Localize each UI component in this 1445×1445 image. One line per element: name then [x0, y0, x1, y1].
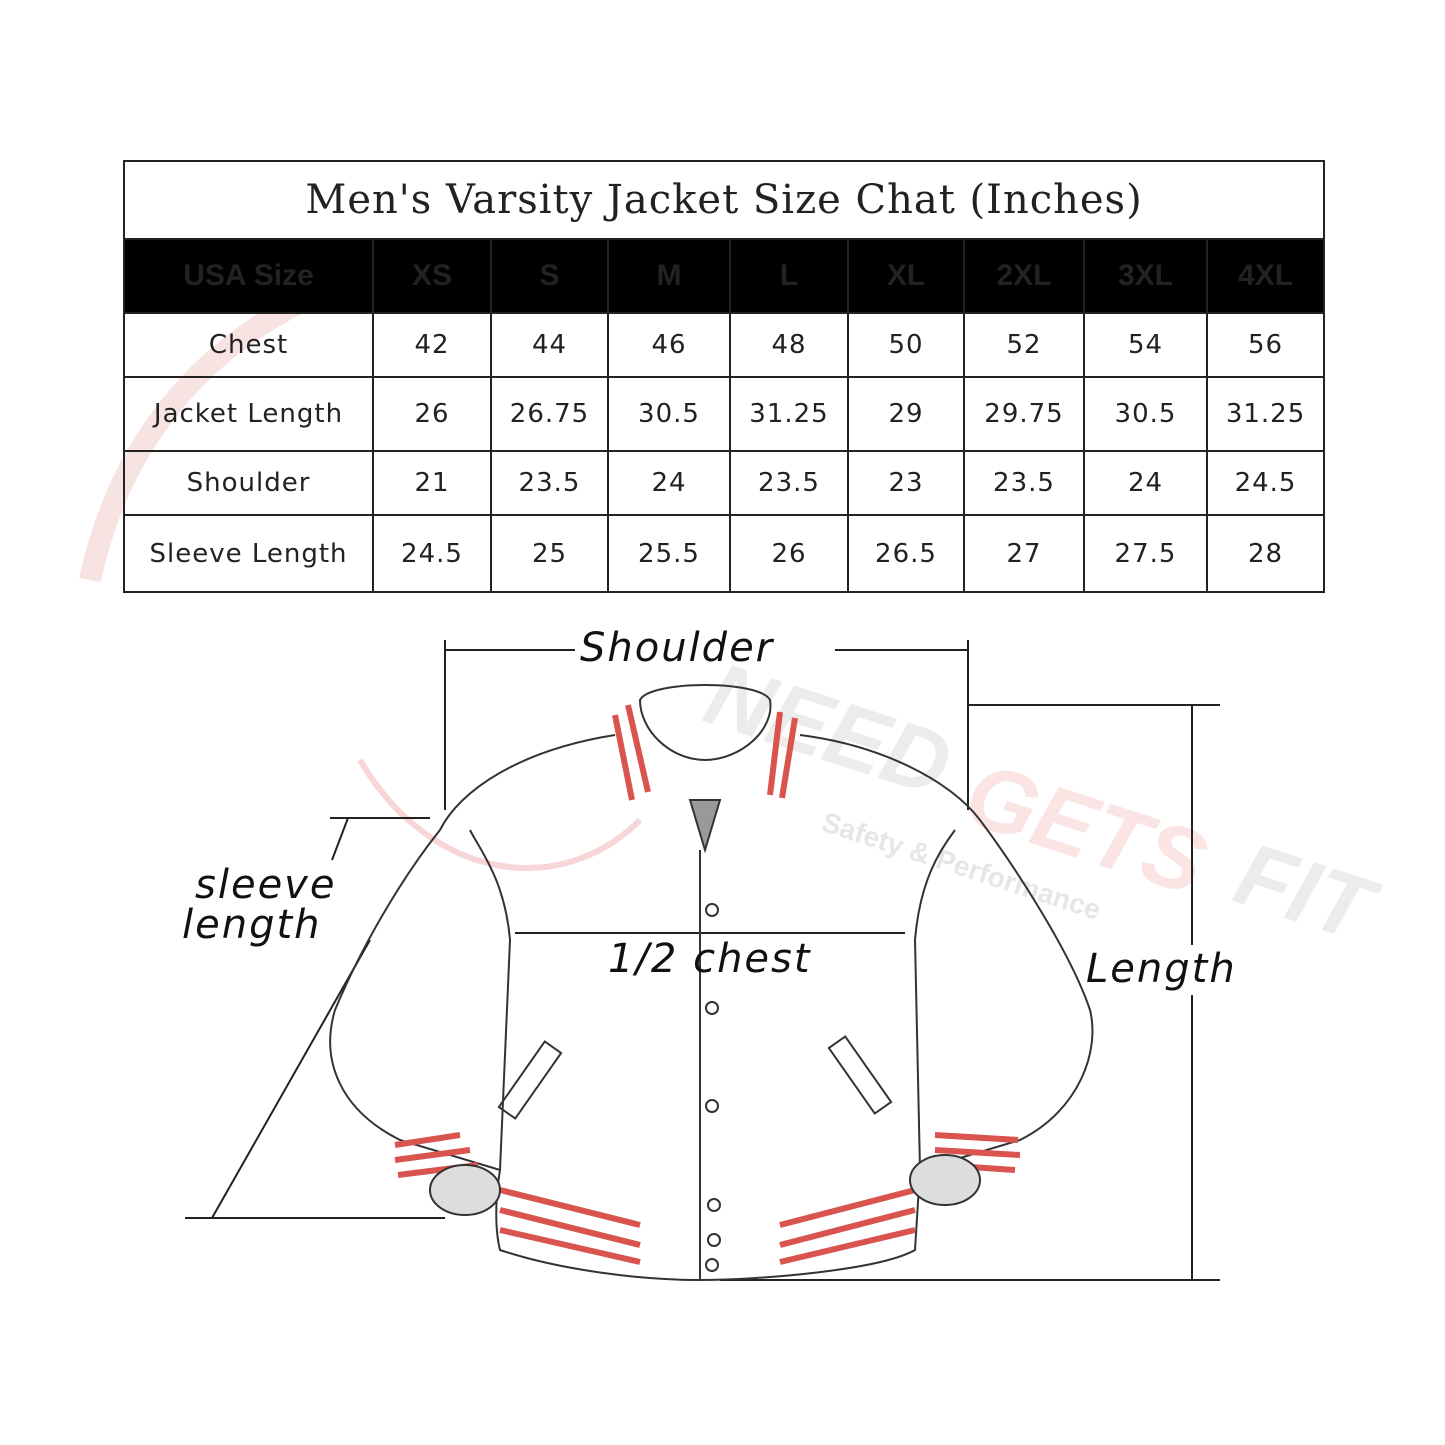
cell: 23.5	[490, 450, 609, 516]
table-title: Men's Varsity Jacket Size Chat (Inches)	[122, 160, 1326, 240]
half-chest-label: 1/2 chest	[608, 936, 812, 982]
sleeve-length-label-line1: sleeve	[195, 862, 337, 908]
row-label: Chest	[123, 312, 374, 378]
cell: 56	[1205, 312, 1326, 378]
cell: 26	[372, 376, 492, 452]
cell: 25	[490, 514, 609, 593]
cell: 24	[607, 450, 731, 516]
cell: 23.5	[729, 450, 849, 516]
cell: 26	[729, 514, 849, 593]
cell: 28	[1205, 514, 1326, 593]
header-cell: 4XL	[1205, 238, 1326, 314]
cell: 44	[490, 312, 609, 378]
jacket-outline	[329, 684, 1094, 1282]
cell: 54	[1083, 312, 1208, 378]
size-table: Men's Varsity Jacket Size Chat (Inches) …	[122, 160, 1326, 593]
collar-point-icon	[688, 799, 722, 854]
header-cell: M	[607, 238, 731, 314]
table-row-chest: Chest 42 44 46 48 50 52 54 56	[123, 312, 1326, 378]
header-cell: XS	[372, 238, 492, 314]
cell: 26.75	[490, 376, 609, 452]
header-cell: XL	[847, 238, 965, 314]
table-row-sleeve-length: Sleeve Length 24.5 25 25.5 26 26.5 27 27…	[123, 514, 1326, 593]
header-cell: USA Size	[123, 238, 374, 314]
cell: 24.5	[372, 514, 492, 593]
right-cuff-icon	[909, 1154, 981, 1206]
header-cell: 2XL	[963, 238, 1085, 314]
row-label: Shoulder	[123, 450, 374, 516]
cell: 27	[963, 514, 1085, 593]
cell: 29.75	[963, 376, 1085, 452]
sleeve-length-label-line2: length	[182, 902, 322, 948]
header-cell: L	[729, 238, 849, 314]
cell: 21	[372, 450, 492, 516]
left-cuff-icon	[429, 1164, 501, 1216]
cell: 24	[1083, 450, 1208, 516]
cell: 23	[847, 450, 965, 516]
cell: 48	[729, 312, 849, 378]
cell: 27.5	[1083, 514, 1208, 593]
cell: 26.5	[847, 514, 965, 593]
row-label: Jacket Length	[123, 376, 374, 452]
cell: 24.5	[1205, 450, 1326, 516]
cell: 31.25	[1205, 376, 1326, 452]
cell: 30.5	[607, 376, 731, 452]
measurement-lines	[185, 640, 1220, 1281]
length-label: Length	[1086, 946, 1237, 992]
table-row-shoulder: Shoulder 21 23.5 24 23.5 23 23.5 24 24.5	[123, 450, 1326, 516]
header-cell: 3XL	[1083, 238, 1208, 314]
header-cell: S	[490, 238, 609, 314]
table-row-jacket-length: Jacket Length 26 26.75 30.5 31.25 29 29.…	[123, 376, 1326, 452]
table-header-row: USA Size XS S M L XL 2XL 3XL 4XL	[123, 238, 1326, 314]
cell: 29	[847, 376, 965, 452]
cell: 23.5	[963, 450, 1085, 516]
cell: 50	[847, 312, 965, 378]
row-label: Sleeve Length	[123, 514, 374, 593]
cell: 52	[963, 312, 1085, 378]
cell: 25.5	[607, 514, 731, 593]
cell: 31.25	[729, 376, 849, 452]
cell: 42	[372, 312, 492, 378]
cell: 30.5	[1083, 376, 1208, 452]
shoulder-label: Shoulder	[580, 625, 775, 671]
cell: 46	[607, 312, 731, 378]
